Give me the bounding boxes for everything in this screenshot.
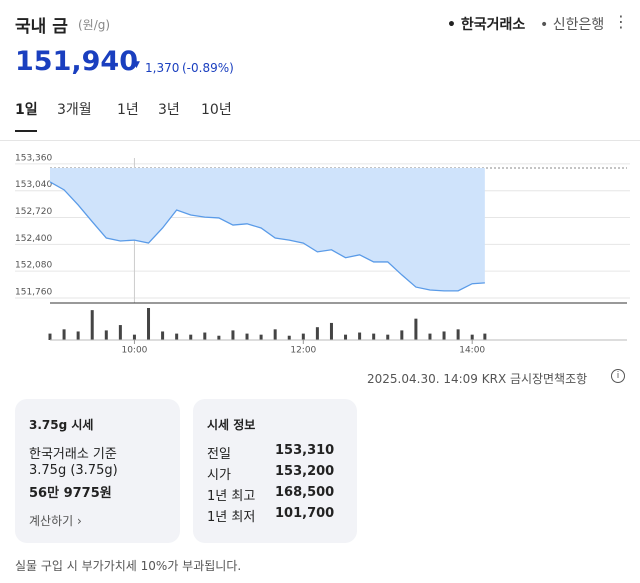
area: [50, 168, 485, 291]
volume-bar: [175, 333, 179, 340]
volume-bar: [428, 333, 432, 340]
link-text[interactable]: 계산하기: [29, 514, 74, 528]
tab-underline: [15, 130, 37, 132]
row-value: 153,200: [275, 464, 335, 479]
tab[interactable]: 3개월: [57, 102, 92, 118]
volume-bar: [259, 334, 263, 340]
volume-bar: [104, 330, 108, 340]
volume-bar: [189, 334, 193, 340]
volume-bar: [315, 327, 319, 340]
card: 3.75g 시세 한국거래소 기준 3.75g (3.75g) 56만 9775…: [15, 399, 180, 543]
chart: 151,760 152,080 152,400 152,720 153,040 153,3…: [15, 153, 630, 356]
tab[interactable]: 1일: [15, 102, 38, 118]
volume-bar: [372, 333, 376, 340]
weight: 3.75g (3.75g): [29, 463, 118, 478]
volume-bar: [456, 329, 460, 340]
row-value: 101,700: [275, 506, 335, 521]
row-label: 전일: [207, 447, 231, 462]
tab[interactable]: 3년: [158, 102, 180, 118]
card-title: 3.75g 시세: [29, 418, 94, 432]
row-label: 1년 최고: [207, 489, 256, 504]
source-tab[interactable]: • 한국거래소: [447, 17, 526, 33]
volume-bar: [483, 333, 487, 340]
volume-bar: [344, 334, 348, 340]
y-tick-label: 152,080: [15, 261, 52, 271]
dot: ·: [534, 370, 538, 384]
volume-bar: [76, 331, 80, 340]
y-tick-label: 153,040: [15, 180, 52, 190]
y-tick-label: 153,360: [15, 153, 52, 163]
y-tick-label: 152,720: [15, 207, 52, 217]
tab[interactable]: 1년: [117, 102, 139, 118]
row-value: 153,310: [275, 443, 335, 458]
volume-bar: [400, 330, 404, 340]
volume-bar: [90, 310, 94, 340]
volume-bar: [161, 331, 165, 340]
volume-bar: [245, 333, 249, 340]
volume-bar: [287, 335, 291, 340]
y-tick-label: 151,760: [15, 287, 52, 297]
x-tick-label: 12:00: [290, 346, 316, 356]
down-arrow: ▼: [133, 60, 140, 70]
volume-bar: [386, 334, 390, 340]
source-tab[interactable]: • 신한은행: [540, 17, 605, 33]
card: 시세 정보 전일 153,310 시가 153,200 1년 최고 168,500 1년 최…: [193, 399, 357, 543]
volume-bar: [414, 318, 418, 340]
x-tick-label: 10:00: [121, 346, 147, 356]
row-label: 시가: [207, 468, 231, 483]
volume-bar: [48, 333, 52, 340]
volume-bar: [147, 308, 151, 340]
card-title: 시세 정보: [207, 418, 256, 432]
volume-bar: [301, 333, 305, 340]
divider: [0, 140, 640, 141]
volume-bar: [442, 331, 446, 340]
change-pct: (-0.89%): [182, 61, 234, 75]
tab[interactable]: 10년: [201, 102, 232, 118]
basis: 한국거래소 기준: [29, 447, 117, 462]
volume-bar: [132, 334, 136, 340]
info-icon[interactable]: i: [611, 369, 625, 383]
change: 1,370: [145, 61, 180, 75]
volume-bar: [203, 332, 207, 340]
volume-bar: [118, 325, 122, 340]
volume-bar: [273, 329, 277, 340]
x-tick-label: 14:00: [459, 346, 485, 356]
title: 국내 금: [15, 17, 68, 37]
timestamp: 2025.04.30. 14:09 KRX 금시장: [367, 372, 544, 386]
unit: (원/g): [78, 18, 111, 32]
row-value: 168,500: [275, 485, 335, 500]
volume-bar: [62, 329, 66, 340]
note: 실물 구입 시 부가가치세 10%가 부과됩니다.: [15, 559, 242, 573]
price-line: [49, 181, 485, 292]
price: 151,940: [15, 46, 138, 77]
volume-bar: [217, 335, 221, 340]
volume-bar: [470, 334, 474, 340]
volume-bar: [329, 322, 333, 340]
disclaimer[interactable]: 면책조항: [543, 372, 588, 386]
link[interactable]: 계산하기 ›: [29, 514, 82, 528]
volume-bar: [358, 332, 362, 340]
menu[interactable]: ⋮: [613, 12, 629, 31]
y-tick-label: 152,400: [15, 234, 52, 244]
amount: 56만 9775원: [29, 486, 112, 501]
volume-bar: [231, 330, 235, 340]
row-label: 1년 최저: [207, 510, 256, 525]
